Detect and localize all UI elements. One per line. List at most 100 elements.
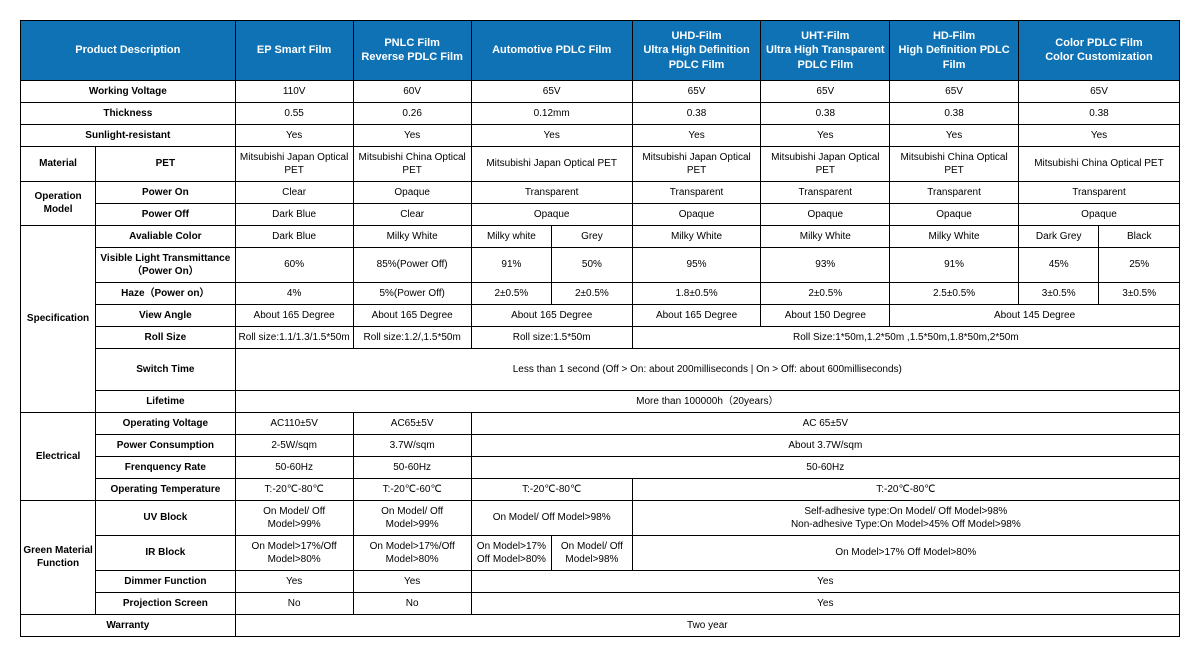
cell: 0.38: [761, 102, 890, 124]
cell: Yes: [353, 124, 471, 146]
cell: Mitsubishi Japan Optical PET: [632, 146, 761, 181]
cell: Mitsubishi China Optical PET: [1018, 146, 1179, 181]
cell: About 165 Degree: [471, 304, 632, 326]
label-working-voltage: Working Voltage: [21, 80, 236, 102]
label-operating-voltage: Operating Voltage: [96, 412, 236, 434]
label-power-on: Power On: [96, 181, 236, 203]
cell: On Model/ Off Model>98%: [552, 535, 633, 570]
cell: Dark Grey: [1018, 225, 1098, 247]
cell: T:-20℃-80℃: [632, 478, 1179, 500]
row-switch-time: Switch Time Less than 1 second (Off > On…: [21, 348, 1180, 390]
label-warranty: Warranty: [21, 614, 236, 636]
cell: Two year: [235, 614, 1179, 636]
cell: Grey: [552, 225, 633, 247]
cell: No: [353, 592, 471, 614]
label-frequency: Frenquency Rate: [96, 456, 236, 478]
label-operating-temp: Operating Temperature: [96, 478, 236, 500]
cell: 50-60Hz: [471, 456, 1179, 478]
cell: Opaque: [890, 203, 1019, 225]
cell: Yes: [471, 592, 1179, 614]
cell: 1.8±0.5%: [632, 282, 761, 304]
cell: Mitsubishi Japan Optical PET: [235, 146, 353, 181]
cell: T:-20℃-80℃: [471, 478, 632, 500]
label-vlt: Visible Light Transmittance（Power On）: [96, 247, 236, 282]
cell: 65V: [890, 80, 1019, 102]
cell: 60%: [235, 247, 353, 282]
cell: On Model/ Off Model>99%: [353, 500, 471, 535]
cell: 65V: [632, 80, 761, 102]
cell: Mitsubishi China Optical PET: [890, 146, 1019, 181]
cell: 0.12mm: [471, 102, 632, 124]
header-automotive: Automotive PDLC Film: [471, 21, 632, 81]
cell: 95%: [632, 247, 761, 282]
header-ep-smart: EP Smart Film: [235, 21, 353, 81]
cell: 91%: [890, 247, 1019, 282]
label-power-consumption: Power Consumption: [96, 434, 236, 456]
row-ir-block: IR Block On Model>17%/Off Model>80% On M…: [21, 535, 1180, 570]
header-row: Product Description EP Smart Film PNLC F…: [21, 21, 1180, 81]
header-uht: UHT-FilmUltra High Transparent PDLC Film: [761, 21, 890, 81]
cell: 65V: [761, 80, 890, 102]
cell: 2±0.5%: [552, 282, 633, 304]
cell: On Model/ Off Model>99%: [235, 500, 353, 535]
row-available-color: Specification Avaliable Color Dark Blue …: [21, 225, 1180, 247]
row-frequency: Frenquency Rate 50-60Hz 50-60Hz 50-60Hz: [21, 456, 1180, 478]
cell: 45%: [1018, 247, 1098, 282]
cell: Less than 1 second (Off > On: about 200m…: [235, 348, 1179, 390]
cell: Opaque: [1018, 203, 1179, 225]
label-dimmer: Dimmer Function: [96, 570, 236, 592]
cell: 0.38: [890, 102, 1019, 124]
label-ir-block: IR Block: [96, 535, 236, 570]
label-green-material: Green Material Function: [21, 500, 96, 614]
row-working-voltage: Working Voltage 110V 60V 65V 65V 65V 65V…: [21, 80, 1180, 102]
cell: 50-60Hz: [235, 456, 353, 478]
cell: 25%: [1099, 247, 1180, 282]
cell: 0.38: [1018, 102, 1179, 124]
cell: About 145 Degree: [890, 304, 1180, 326]
row-operating-voltage: Electrical Operating Voltage AC110±5V AC…: [21, 412, 1180, 434]
cell: Yes: [235, 570, 353, 592]
cell: About 150 Degree: [761, 304, 890, 326]
label-pet: PET: [96, 146, 236, 181]
label-available-color: Avaliable Color: [96, 225, 236, 247]
cell: On Model/ Off Model>98%: [471, 500, 632, 535]
cell: AC 65±5V: [471, 412, 1179, 434]
cell: Mitsubishi China Optical PET: [353, 146, 471, 181]
cell: No: [235, 592, 353, 614]
row-uv-block: Green Material Function UV Block On Mode…: [21, 500, 1180, 535]
cell: Milky white: [471, 225, 551, 247]
cell: 3±0.5%: [1099, 282, 1180, 304]
cell: Roll size:1.1/1.3/1.5*50m: [235, 326, 353, 348]
label-view-angle: View Angle: [96, 304, 236, 326]
cell: 2.5±0.5%: [890, 282, 1019, 304]
cell: 3±0.5%: [1018, 282, 1098, 304]
cell: About 165 Degree: [353, 304, 471, 326]
header-color-pdlc: Color PDLC FilmColor Customization: [1018, 21, 1179, 81]
cell: Yes: [235, 124, 353, 146]
label-uv-block: UV Block: [96, 500, 236, 535]
label-power-off: Power Off: [96, 203, 236, 225]
cell: 0.38: [632, 102, 761, 124]
cell: 85%(Power Off): [353, 247, 471, 282]
cell: Clear: [235, 181, 353, 203]
cell: Black: [1099, 225, 1180, 247]
label-material: Material: [21, 146, 96, 181]
row-power-consumption: Power Consumption 2-5W/sqm 3.7W/sqm Abou…: [21, 434, 1180, 456]
cell: Clear: [353, 203, 471, 225]
cell: 2±0.5%: [471, 282, 551, 304]
label-lifetime: Lifetime: [96, 390, 236, 412]
cell: 4%: [235, 282, 353, 304]
header-pnlc: PNLC FilmReverse PDLC Film: [353, 21, 471, 81]
cell: Dark Blue: [235, 225, 353, 247]
cell: T:-20℃-80℃: [235, 478, 353, 500]
row-power-off: Power Off Dark Blue Clear Opaque Opaque …: [21, 203, 1180, 225]
cell: 93%: [761, 247, 890, 282]
label-specification: Specification: [21, 225, 96, 412]
cell: 65V: [1018, 80, 1179, 102]
cell: 50%: [552, 247, 633, 282]
cell: About 165 Degree: [632, 304, 761, 326]
cell: 0.26: [353, 102, 471, 124]
cell: AC110±5V: [235, 412, 353, 434]
label-operation-model: Operation Model: [21, 181, 96, 225]
cell: Milky White: [890, 225, 1019, 247]
